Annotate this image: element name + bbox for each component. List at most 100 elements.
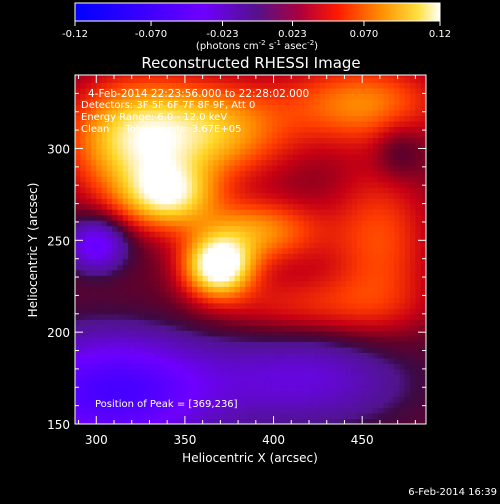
heatmap-cell xyxy=(335,126,342,133)
heatmap-cell xyxy=(388,198,395,205)
heatmap-cell xyxy=(261,98,268,105)
heatmap-cell xyxy=(383,363,390,370)
heatmap-cell xyxy=(410,209,416,216)
heatmap-cell xyxy=(75,131,81,139)
heatmap-cell xyxy=(415,225,422,232)
heatmap-cell xyxy=(367,120,374,128)
heatmap-cell xyxy=(255,109,262,117)
heatmap-cell xyxy=(340,181,347,188)
heatmap-cell xyxy=(250,401,257,409)
heatmap-cell xyxy=(192,368,198,375)
heatmap-cell xyxy=(101,264,108,271)
heatmap-cell xyxy=(138,374,145,381)
heatmap-cell xyxy=(266,412,273,420)
heatmap-cell xyxy=(85,412,92,420)
heatmap-cell xyxy=(261,225,268,232)
heatmap-cell xyxy=(378,159,385,166)
heatmap-cell xyxy=(335,131,342,139)
heatmap-cell xyxy=(388,98,395,105)
heatmap-cell xyxy=(207,396,214,403)
heatmap-cell xyxy=(160,181,167,188)
heatmap-cell xyxy=(309,104,315,111)
heatmap-cell xyxy=(165,236,172,243)
heatmap-cell xyxy=(218,93,225,100)
heatmap-cell xyxy=(293,209,299,216)
heatmap-cell xyxy=(378,153,385,161)
heatmap-cell xyxy=(112,357,119,364)
heatmap-cell xyxy=(399,368,406,375)
heatmap-cell xyxy=(176,176,182,183)
heatmap-cell xyxy=(335,148,342,155)
heatmap-cell xyxy=(383,374,390,381)
heatmap-cell xyxy=(138,214,145,221)
heatmap-cell xyxy=(319,209,326,216)
heatmap-cell xyxy=(261,407,268,414)
heatmap-cell xyxy=(234,302,241,309)
heatmap-cell xyxy=(266,137,273,144)
heatmap-cell xyxy=(309,247,315,254)
heatmap-cell xyxy=(229,280,236,287)
heatmap-cell xyxy=(324,176,331,183)
heatmap-cell xyxy=(133,357,140,364)
heatmap-cell xyxy=(202,187,209,194)
heatmap-cell xyxy=(239,330,246,337)
heatmap-cell xyxy=(362,98,369,105)
heatmap-cell xyxy=(287,401,294,409)
heatmap-cell xyxy=(277,209,284,216)
heatmap-cell xyxy=(271,159,278,166)
heatmap-cell xyxy=(181,209,188,216)
heatmap-cell xyxy=(314,302,321,309)
heatmap-cell xyxy=(181,412,188,420)
heatmap-cell xyxy=(85,236,92,243)
heatmap-cell xyxy=(112,242,119,249)
heatmap-cell xyxy=(234,319,241,326)
heatmap-cell xyxy=(309,396,315,403)
heatmap-cell xyxy=(112,269,119,276)
heatmap-cell xyxy=(266,407,273,414)
heatmap-cell xyxy=(266,203,273,210)
heatmap-cell xyxy=(154,407,161,414)
heatmap-cell xyxy=(266,181,273,188)
heatmap-cell xyxy=(378,214,385,221)
heatmap-cell xyxy=(197,264,204,271)
heatmap-cell xyxy=(181,346,188,353)
heatmap-cell xyxy=(261,87,268,94)
heatmap-cell xyxy=(266,131,273,139)
heatmap-cell xyxy=(335,181,342,188)
heatmap-cell xyxy=(410,313,416,320)
heatmap-cell xyxy=(415,131,422,139)
heatmap-cell xyxy=(192,363,198,370)
heatmap-cell xyxy=(319,82,326,89)
heatmap-cell xyxy=(176,363,182,370)
heatmap-cell xyxy=(176,165,182,172)
heatmap-cell xyxy=(138,192,145,199)
heatmap-cell xyxy=(356,120,363,128)
heatmap-cell xyxy=(420,352,426,359)
heatmap-cell xyxy=(399,137,406,144)
heatmap-cell xyxy=(372,258,379,265)
heatmap-cell xyxy=(96,275,103,282)
heatmap-cell xyxy=(340,75,347,78)
heatmap-cell xyxy=(96,286,103,293)
heatmap-cell xyxy=(218,247,225,254)
heatmap-cell xyxy=(117,368,124,375)
heatmap-cell xyxy=(309,368,315,375)
heatmap-cell xyxy=(186,176,193,183)
heatmap-cell xyxy=(340,104,347,111)
heatmap-cell xyxy=(223,297,230,304)
heatmap-cell xyxy=(234,220,241,227)
heatmap-cell xyxy=(287,412,294,420)
heatmap-cell xyxy=(388,120,395,128)
heatmap-cell xyxy=(186,109,193,117)
heatmap-cell xyxy=(112,115,119,122)
heatmap-cell xyxy=(165,142,172,150)
heatmap-cell xyxy=(330,176,337,183)
heatmap-cell xyxy=(96,148,103,155)
heatmap-cell xyxy=(149,346,156,353)
heatmap-cell xyxy=(404,120,411,128)
heatmap-cell xyxy=(96,401,103,409)
heatmap-cell xyxy=(122,142,129,150)
heatmap-cell xyxy=(266,324,273,331)
heatmap-cell xyxy=(394,324,401,331)
